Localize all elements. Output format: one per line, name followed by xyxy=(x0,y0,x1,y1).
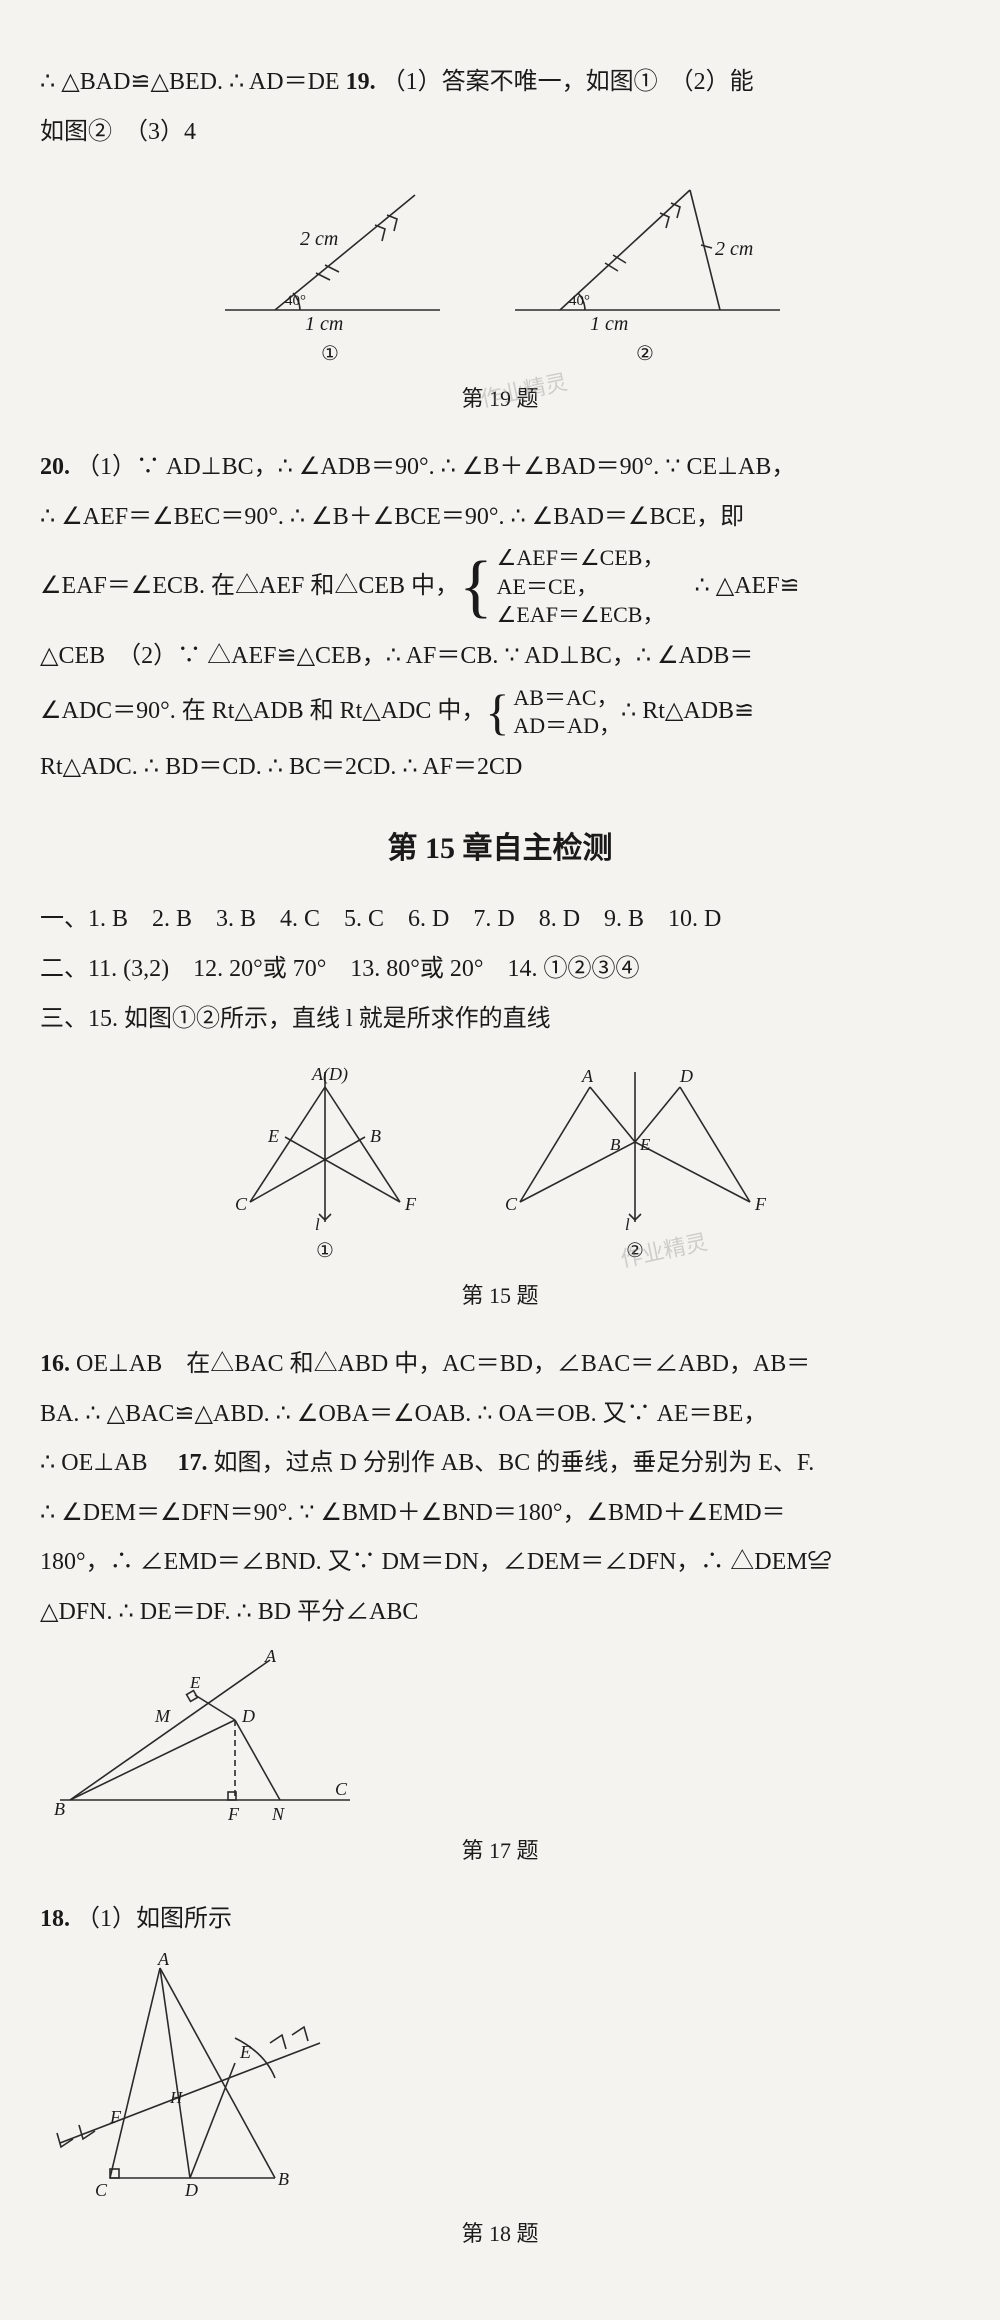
text: （1）答案不唯一，如图① （2）能 xyxy=(382,69,754,95)
figure-label: ① xyxy=(215,335,445,373)
figure-18-caption: 第 18 题 xyxy=(40,2213,960,2255)
figure-15-row: A(D) E B C F l ① xyxy=(40,1062,960,1270)
text: ∴ Rt△ADB≌ xyxy=(621,689,754,735)
svg-text:E: E xyxy=(639,1135,651,1154)
problem-number-16: 16. xyxy=(40,1351,70,1377)
text: 如图，过点 D 分别作 AB、BC 的垂线，垂足分别为 E、F. xyxy=(214,1450,815,1476)
svg-text:B: B xyxy=(278,2169,289,2189)
svg-text:40°: 40° xyxy=(569,293,590,309)
section-title: 第 15 章自主检测 xyxy=(40,820,960,877)
svg-text:1 cm: 1 cm xyxy=(305,313,343,335)
text: （1）∵ AD⊥BC，∴ ∠ADB＝90°. ∴ ∠B＋∠BAD＝90°. ∵ … xyxy=(76,454,795,480)
section1-answers: 一、1. B 2. B 3. B 4. C 5. C 6. D 7. D 8. … xyxy=(40,897,960,943)
svg-text:A: A xyxy=(264,1650,277,1666)
problem-number-20: 20. xyxy=(40,454,70,480)
svg-text:40°: 40° xyxy=(285,293,306,309)
brace-item: AD＝AD， xyxy=(513,712,621,741)
svg-text:E: E xyxy=(189,1673,201,1692)
p20-line4: △CEB （2）∵ △AEF≌△CEB，∴ AF＝CB. ∵ AD⊥BC，∴ ∠… xyxy=(40,634,960,680)
section2-answers: 二、11. (3,2) 12. 20°或 70° 13. 80°或 20° 14… xyxy=(40,947,960,993)
svg-text:D: D xyxy=(679,1066,693,1086)
svg-text:F: F xyxy=(404,1194,417,1214)
top-text-2: 如图② （3）4 xyxy=(40,110,960,156)
brace-item: AB＝AC， xyxy=(513,684,621,713)
p20-line1: 20. （1）∵ AD⊥BC，∴ ∠ADB＝90°. ∴ ∠B＋∠BAD＝90°… xyxy=(40,445,960,491)
brace-item: AE＝CE， xyxy=(497,573,665,602)
p20-line6: Rt△ADC. ∴ BD＝CD. ∴ BC＝2CD. ∴ AF＝2CD xyxy=(40,745,960,791)
svg-text:M: M xyxy=(154,1706,171,1726)
text: ∠EAF＝∠ECB. 在△AEF 和△CEB 中， xyxy=(40,564,459,610)
problem-number-19: 19. xyxy=(346,69,376,95)
p20-line3: ∠EAF＝∠ECB. 在△AEF 和△CEB 中， { ∠AEF＝∠CEB， A… xyxy=(40,544,960,630)
svg-text:E: E xyxy=(239,2042,251,2062)
svg-text:F: F xyxy=(754,1194,767,1214)
problem-number-18: 18. xyxy=(40,1906,70,1932)
p16-line3: ∴ OE⊥AB 17. 如图，过点 D 分别作 AB、BC 的垂线，垂足分别为 … xyxy=(40,1441,960,1487)
svg-text:C: C xyxy=(335,1779,348,1799)
top-text-1: ∴ △BAD≌△BED. ∴ AD＝DE 19. （1）答案不唯一，如图① （2… xyxy=(40,60,960,106)
svg-text:C: C xyxy=(505,1194,518,1214)
svg-text:F: F xyxy=(227,1804,240,1824)
svg-text:N: N xyxy=(271,1804,285,1824)
text: ∴ △BAD≌△BED. ∴ AD＝DE xyxy=(40,69,346,95)
figure-17-caption: 第 17 题 xyxy=(40,1830,960,1872)
figure-17: A E M D B F N C 第 17 题 xyxy=(40,1650,960,1872)
figure-label: ② xyxy=(505,335,785,373)
p17-line6: △DFN. ∴ DE＝DF. ∴ BD 平分∠ABC xyxy=(40,1590,960,1636)
figure-19-right: 2 cm 40° 1 cm ② xyxy=(505,175,785,373)
svg-text:2 cm: 2 cm xyxy=(715,238,753,260)
svg-text:E: E xyxy=(267,1126,279,1146)
figure-18: A E F H C D B 第 18 题 xyxy=(40,1953,960,2255)
p20-line5: ∠ADC＝90°. 在 Rt△ADB 和 Rt△ADC 中， { AB＝AC， … xyxy=(40,684,960,741)
brace-left-icon: { xyxy=(459,557,493,617)
text: OE⊥AB 在△BAC 和△ABD 中，AC＝BD，∠BAC＝∠ABD，AB＝ xyxy=(76,1351,810,1377)
brace-group-1: { ∠AEF＝∠CEB， AE＝CE， ∠EAF＝∠ECB， xyxy=(459,544,664,630)
svg-text:C: C xyxy=(95,2180,108,2200)
p20-line2: ∴ ∠AEF＝∠BEC＝90°. ∴ ∠B＋∠BCE＝90°. ∴ ∠BAD＝∠… xyxy=(40,495,960,541)
figure-19-row: 2 cm 40° 1 cm ① 2 cm 40° 1 cm xyxy=(40,175,960,373)
figure-19-left: 2 cm 40° 1 cm ① xyxy=(215,175,445,373)
svg-text:A: A xyxy=(157,1953,170,1969)
p17-line4: ∴ ∠DEM＝∠DFN＝90°. ∵ ∠BMD＋∠BND＝180°，∠BMD＋∠… xyxy=(40,1491,960,1537)
svg-text:A(D): A(D) xyxy=(311,1064,348,1085)
text: ∠ADC＝90°. 在 Rt△ADB 和 Rt△ADC 中， xyxy=(40,689,485,735)
figure-15-caption: 第 15 题 xyxy=(40,1275,960,1317)
svg-text:1 cm: 1 cm xyxy=(590,313,628,335)
figure-15-right: A D B E C F l ② xyxy=(490,1062,780,1270)
text: ∴ OE⊥AB xyxy=(40,1450,172,1476)
figure-label: ② xyxy=(490,1232,780,1270)
svg-text:D: D xyxy=(241,1706,255,1726)
figure-label: ① xyxy=(220,1232,430,1270)
svg-text:H: H xyxy=(169,2088,184,2107)
svg-text:B: B xyxy=(54,1799,65,1819)
problem-number-17: 17. xyxy=(178,1450,208,1476)
p18-line: 18. （1）如图所示 xyxy=(40,1897,960,1943)
brace-group-2: { AB＝AC， AD＝AD， xyxy=(485,684,621,741)
p16-line1: 16. OE⊥AB 在△BAC 和△ABD 中，AC＝BD，∠BAC＝∠ABD，… xyxy=(40,1342,960,1388)
svg-text:B: B xyxy=(370,1126,381,1146)
p16-line2: BA. ∴ △BAC≌△ABD. ∴ ∠OBA＝∠OAB. ∴ OA＝OB. 又… xyxy=(40,1392,960,1438)
svg-text:B: B xyxy=(610,1135,621,1154)
svg-text:D: D xyxy=(184,2180,198,2200)
brace-left-icon: { xyxy=(485,691,509,733)
svg-text:l: l xyxy=(315,1215,320,1232)
svg-text:A: A xyxy=(581,1066,594,1086)
section3-answers: 三、15. 如图①②所示，直线 l 就是所求作的直线 xyxy=(40,997,960,1043)
figure-19-caption: 第 19 题 xyxy=(40,378,960,420)
svg-text:C: C xyxy=(235,1194,248,1214)
text: ∴ △AEF≌ xyxy=(694,564,799,610)
p17-line5: 180°，∴ ∠EMD＝∠BND. 又∵ DM＝DN，∠DEM＝∠DFN，∴ △… xyxy=(40,1540,960,1586)
figure-15-left: A(D) E B C F l ① xyxy=(220,1062,430,1270)
brace-item: ∠EAF＝∠ECB， xyxy=(497,601,665,630)
brace-item: ∠AEF＝∠CEB， xyxy=(497,544,665,573)
svg-text:l: l xyxy=(625,1215,630,1232)
text: （1）如图所示 xyxy=(76,1906,232,1932)
svg-text:2 cm: 2 cm xyxy=(300,228,338,250)
